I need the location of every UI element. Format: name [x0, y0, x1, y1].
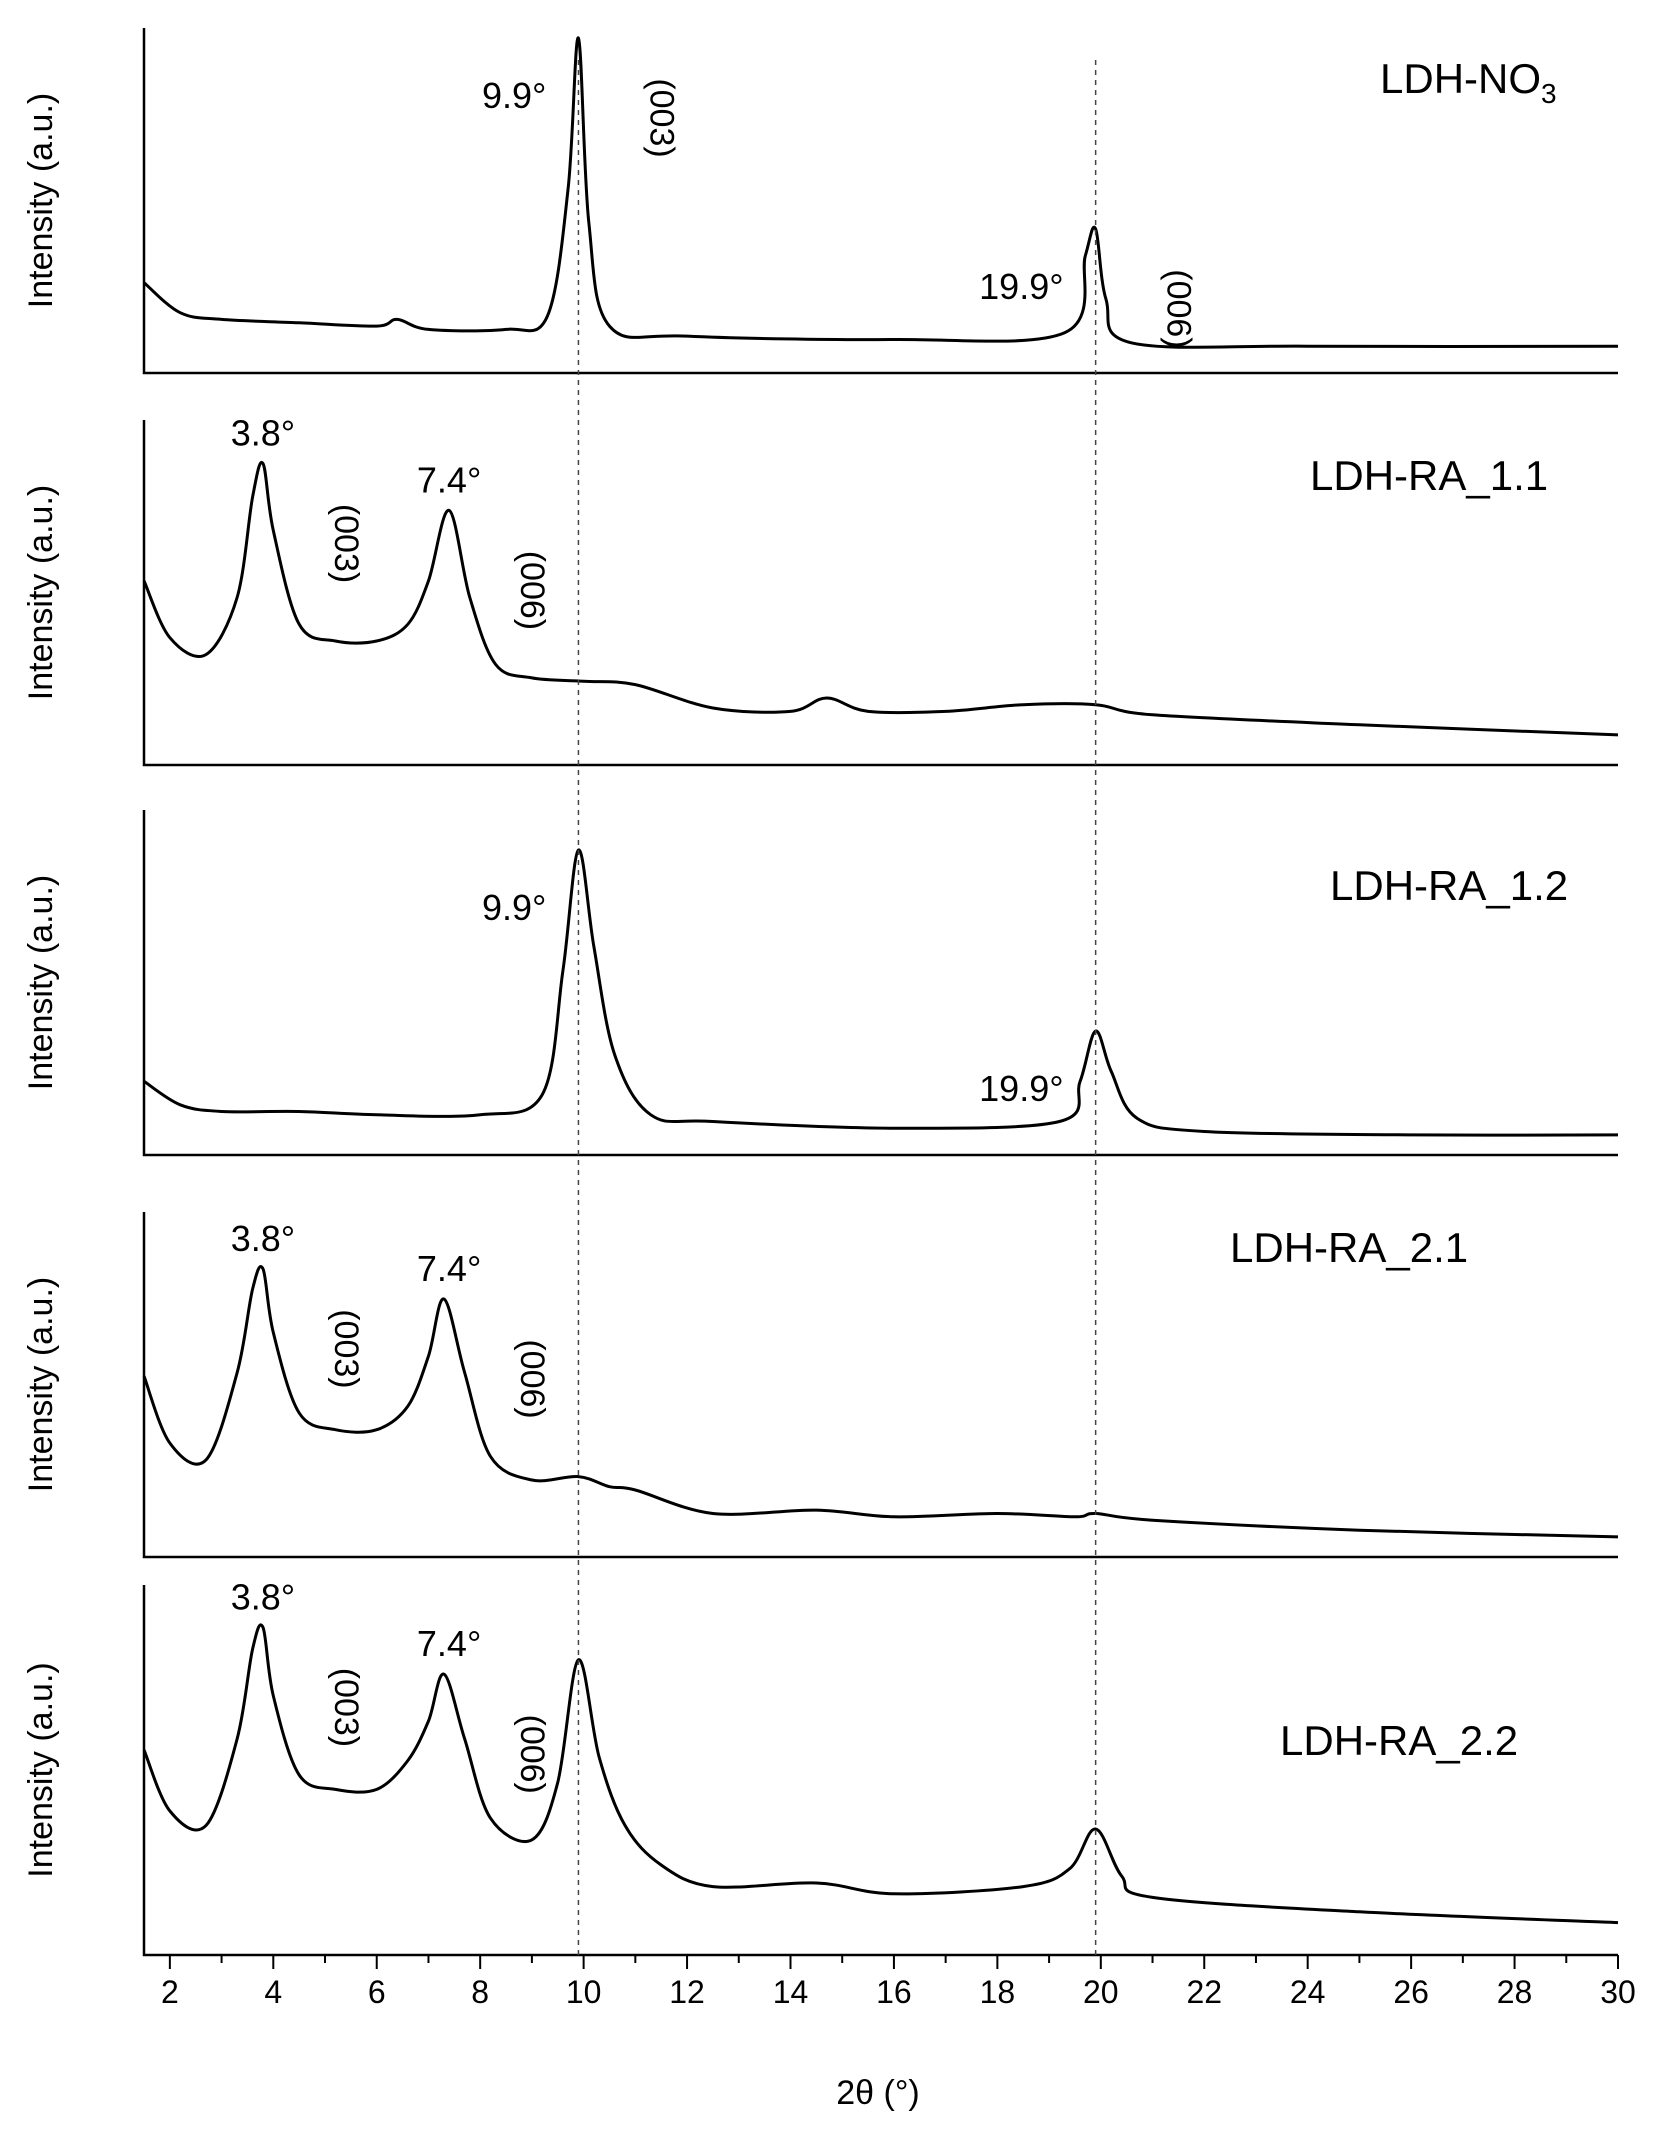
peak-label: 9.9° [482, 887, 546, 928]
sample-label: LDH-RA_2.2 [1280, 1717, 1518, 1764]
panel-axes [142, 420, 1618, 767]
peak-label: 3.8° [231, 413, 295, 454]
miller-index-label: (006) [1160, 269, 1198, 348]
peak-label: 7.4° [417, 1623, 481, 1664]
x-tick-label: 4 [264, 1974, 282, 2010]
x-tick-label: 24 [1290, 1974, 1326, 2010]
y-axis-title: Intensity (a.u.) [22, 1277, 60, 1492]
peak-label: 9.9° [482, 75, 546, 116]
y-axis-title: Intensity (a.u.) [22, 1662, 60, 1877]
x-tick-label: 10 [566, 1974, 602, 2010]
peak-label: 19.9° [979, 266, 1063, 307]
x-tick-label: 8 [471, 1974, 489, 2010]
y-axis-title: Intensity (a.u.) [22, 485, 60, 700]
miller-index-label: (003) [327, 1668, 365, 1747]
x-tick-label: 26 [1393, 1974, 1429, 2010]
x-tick-label: 14 [773, 1974, 809, 2010]
panel-ldh-ra-1-1: Intensity (a.u.) LDH-RA_1.1 3.8° 7.4° (003) (… [22, 413, 1619, 767]
y-axis-title: Intensity (a.u.) [22, 875, 60, 1090]
miller-index-label: (003) [327, 1309, 365, 1388]
x-tick-label: 30 [1600, 1974, 1636, 2010]
y-axis-title: Intensity (a.u.) [22, 93, 60, 308]
x-tick-label: 12 [669, 1974, 705, 2010]
x-tick-label: 16 [876, 1974, 912, 2010]
panel-ldh-ra-2-1: Intensity (a.u.) LDH-RA_2.1 3.8° 7.4° (003) (… [22, 1212, 1619, 1559]
miller-index-label: (006) [513, 551, 551, 630]
miller-index-label: (003) [327, 504, 365, 583]
x-axis: 2 4 6 8 10 12 14 16 18 20 22 24 26 28 30 [161, 1955, 1636, 2010]
xrd-trace [143, 848, 1619, 1137]
panel-ldh-ra-1-2: Intensity (a.u.) LDH-RA_1.2 9.9° 19.9° [22, 810, 1619, 1157]
xrd-trace [142, 460, 1619, 737]
x-tick-label: 28 [1497, 1974, 1533, 2010]
panel-axes [142, 1212, 1618, 1559]
x-tick-label: 22 [1186, 1974, 1222, 2010]
miller-index-label: (006) [513, 1339, 551, 1418]
x-tick-label: 6 [368, 1974, 386, 2010]
panel-axes [142, 28, 1618, 375]
panel-ldh-no3: Intensity (a.u.) LDH-NO3 9.9° 19.9° (003) (00… [22, 28, 1619, 375]
miller-index-label: (003) [642, 78, 680, 157]
x-axis-title: 2θ (°) [836, 2074, 920, 2112]
sample-label: LDH-RA_1.2 [1330, 862, 1568, 909]
xrd-trace [142, 1623, 1619, 1925]
x-tick-label: 18 [980, 1974, 1016, 2010]
reference-lines-group [577, 60, 1097, 1955]
peak-label: 3.8° [231, 1218, 295, 1259]
sample-label: LDH-RA_2.1 [1230, 1224, 1468, 1271]
miller-index-label: (006) [513, 1715, 551, 1794]
sample-label: LDH-NO3 [1380, 55, 1557, 109]
peak-label: 7.4° [417, 459, 481, 500]
xrd-trace [142, 1265, 1619, 1539]
panel-axes [142, 810, 1618, 1157]
panels-group: Intensity (a.u.) LDH-NO3 9.9° 19.9° (003) (00… [22, 28, 1619, 1957]
panel-axes [142, 1585, 1618, 1957]
sample-label: LDH-RA_1.1 [1310, 452, 1548, 499]
peak-label: 7.4° [417, 1248, 481, 1289]
peak-label: 19.9° [979, 1068, 1063, 1109]
xrd-trace [143, 36, 1619, 349]
x-tick-label: 2 [161, 1974, 179, 2010]
panel-ldh-ra-2-2: Intensity (a.u.) LDH-RA_2.2 3.8° 7.4° (003) (… [22, 1576, 1619, 1957]
x-tick-label: 20 [1083, 1974, 1119, 2010]
peak-label: 3.8° [231, 1576, 295, 1617]
